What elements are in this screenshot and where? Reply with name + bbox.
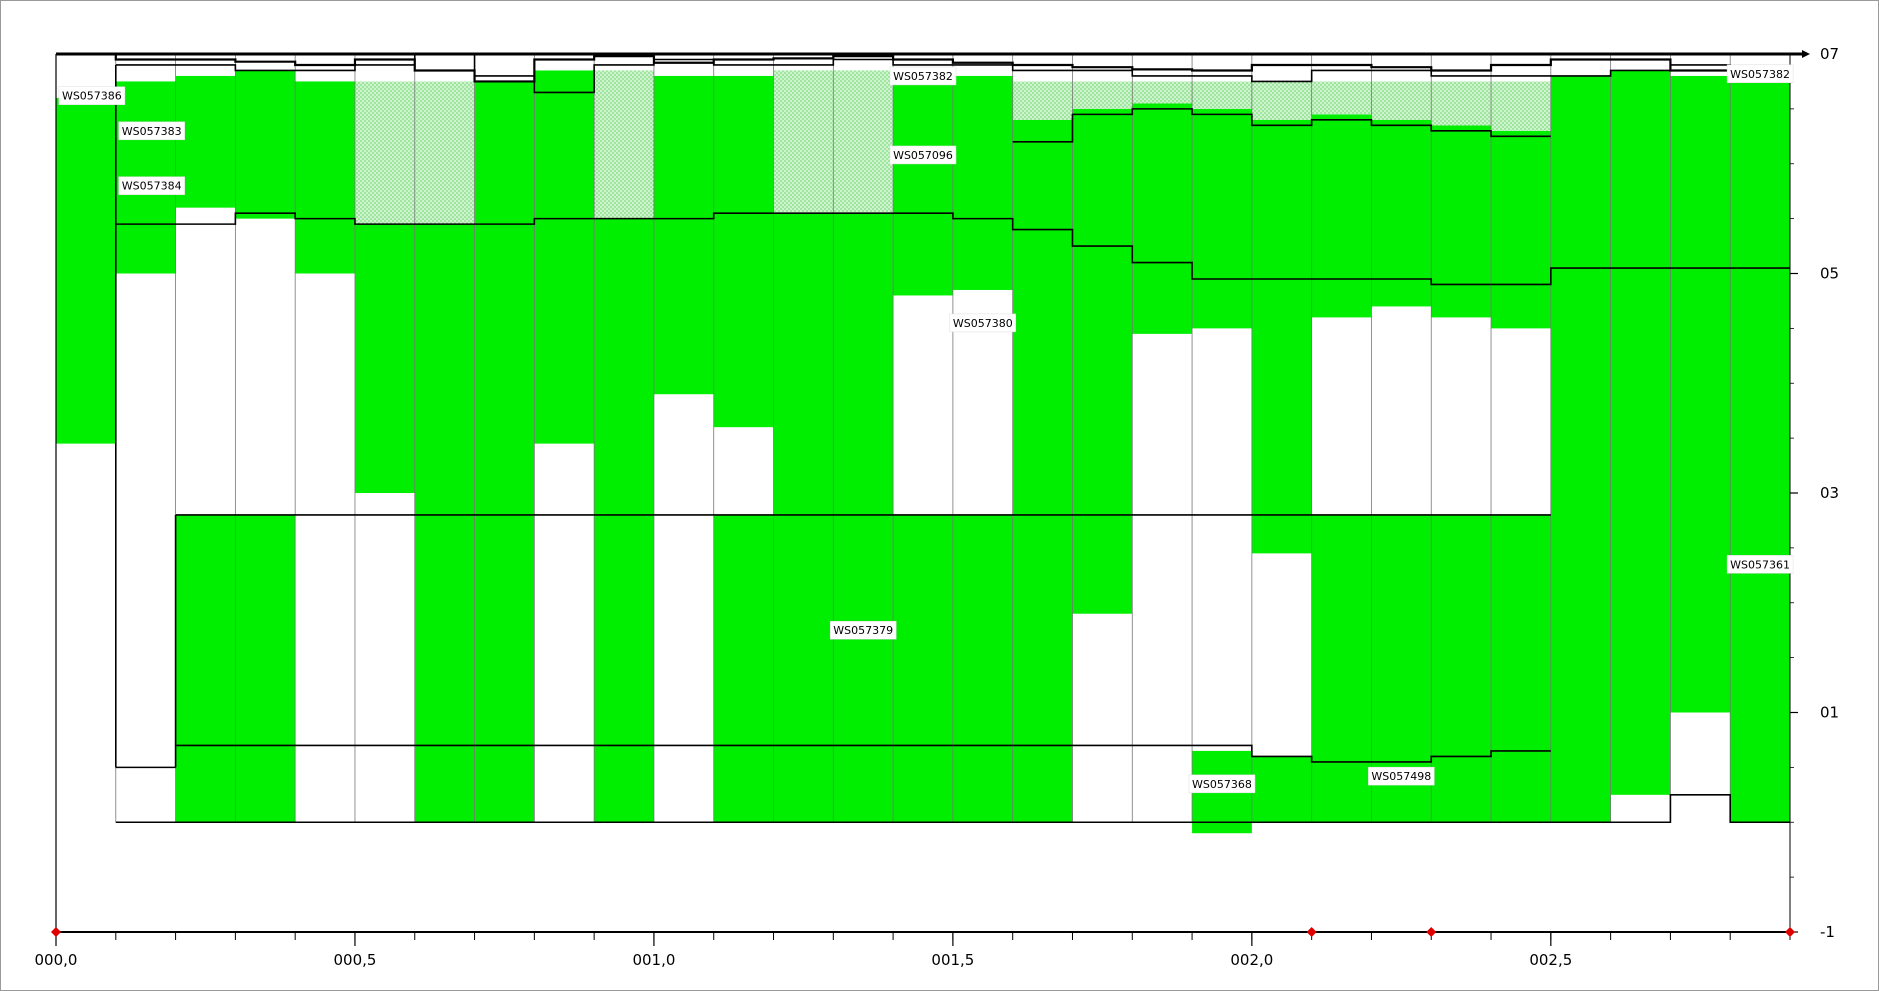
fill-block-0 (56, 97, 116, 444)
fill-block-20 (952, 75, 1013, 290)
fill-block-13 (653, 75, 714, 395)
fill-block-47 (594, 514, 654, 823)
label-box (118, 176, 185, 195)
x-tick-label: 000,0 (35, 951, 78, 969)
x-tick-label: 001,0 (632, 951, 675, 969)
label-box (889, 66, 957, 86)
fill-block-32 (1311, 81, 1372, 115)
fill-block-50 (1012, 514, 1073, 823)
fill-block-10 (534, 70, 595, 444)
series-label: WS057096 (893, 149, 953, 162)
fill-block-7 (414, 224, 475, 515)
fill-block-15 (773, 213, 834, 515)
fill-block-36 (1431, 81, 1492, 126)
top-surface-line (56, 52, 1790, 83)
x-tick-label: 002,0 (1230, 951, 1273, 969)
fill-layer (56, 70, 1790, 834)
series-label: WS057382 (893, 70, 953, 83)
fill-block-14 (713, 75, 774, 428)
marker-layer (51, 927, 1795, 937)
fill-block-9 (474, 81, 535, 515)
fill-block-5 (354, 224, 415, 494)
label-box (58, 86, 126, 105)
fill-block-2 (175, 75, 236, 208)
fill-block-40 (1610, 70, 1671, 795)
series-label: WS057379 (833, 624, 893, 637)
fill-block-48 (713, 514, 774, 823)
fill-block-34 (1371, 81, 1432, 120)
y-tick-label: 03 (1820, 484, 1839, 502)
fill-block-3 (235, 70, 296, 219)
y-tick-label: 01 (1820, 704, 1839, 722)
fill-block-41 (1670, 75, 1731, 713)
outline-series-4 (175, 744, 1551, 763)
series-label: WS057382 (1730, 68, 1790, 81)
fill-block-8 (414, 81, 475, 225)
x-tick-label: 002,5 (1529, 951, 1572, 969)
fill-block-25 (1132, 103, 1193, 334)
label-box (1368, 766, 1435, 786)
red-marker (1306, 927, 1317, 937)
fill-block-11 (594, 218, 654, 515)
label-box (949, 313, 1017, 333)
red-marker (1426, 927, 1437, 937)
fill-block-26 (1132, 81, 1193, 104)
label-box (118, 121, 185, 141)
y-tick-label: 05 (1820, 265, 1839, 283)
red-marker (1785, 927, 1795, 937)
outline-series-2 (1012, 108, 1551, 143)
top-axis-arrow (1802, 50, 1810, 58)
fill-block-24 (1072, 81, 1133, 109)
column-divider-layer (115, 54, 1791, 823)
series-label: WS057368 (1192, 778, 1252, 791)
fill-block-21 (1012, 119, 1073, 515)
red-marker (51, 927, 61, 937)
outline-series-1 (115, 212, 1790, 286)
fill-block-23 (1072, 108, 1133, 614)
fill-block-17 (833, 213, 894, 515)
y-tick-label: -1 (1820, 923, 1835, 941)
fill-block-30 (1251, 81, 1312, 120)
series-label: WS057361 (1730, 558, 1790, 571)
fill-block-35 (1431, 125, 1492, 318)
fill-block-31 (1311, 114, 1372, 318)
label-box (829, 620, 897, 640)
fill-block-27 (1192, 108, 1252, 329)
fill-block-16 (773, 70, 834, 214)
fill-block-19 (893, 70, 953, 296)
x-tick-label: 000,5 (333, 951, 376, 969)
fill-block-28 (1192, 81, 1252, 109)
outline-series-0 (115, 53, 1790, 94)
series-label: WS057384 (122, 180, 182, 193)
y-tick-label: 07 (1820, 45, 1839, 63)
outline-series-5 (115, 794, 1790, 824)
label-box (889, 145, 957, 165)
fill-block-38 (1491, 81, 1551, 131)
fill-block-39 (1550, 75, 1611, 823)
fill-block-42 (1730, 78, 1790, 823)
outline-layer (56, 52, 1790, 824)
axes-layer: 000,0 000,5 001,0 001,5 002,0 002,5 07 05 03 01 -1 (35, 45, 1840, 969)
fill-block-6 (354, 81, 415, 225)
series-label: WS057386 (62, 90, 122, 103)
label-box (1726, 64, 1794, 84)
series-label: WS057383 (122, 125, 182, 138)
label-box (1188, 774, 1256, 794)
x-tick-label: 001,5 (931, 951, 974, 969)
series-label: WS057498 (1371, 770, 1431, 783)
fill-block-22 (1012, 81, 1073, 120)
fill-block-18 (833, 70, 894, 214)
fill-block-29 (1251, 119, 1312, 554)
fill-block-33 (1371, 119, 1432, 307)
fill-block-4 (295, 81, 355, 274)
fill-block-53 (1251, 756, 1312, 823)
label-layer: WS057386 WS057383 WS057384 WS057382 WS057382… (58, 64, 1794, 794)
series-label: WS057380 (953, 317, 1013, 330)
fill-block-37 (1491, 130, 1551, 329)
fill-block-12 (594, 70, 654, 219)
label-box (1726, 555, 1794, 574)
